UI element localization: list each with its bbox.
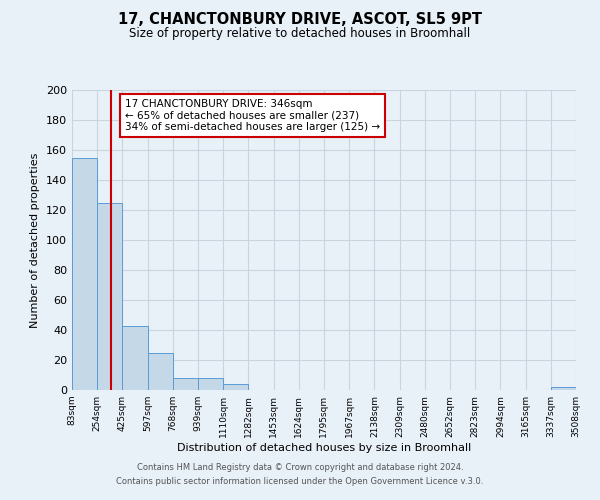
Bar (97, 202, 122, 390)
Text: 17, CHANCTONBURY DRIVE, ASCOT, SL5 9PT: 17, CHANCTONBURY DRIVE, ASCOT, SL5 9PT (118, 12, 482, 28)
Bar (198, 378, 223, 390)
Bar (551, 387, 576, 390)
Y-axis label: Number of detached properties: Number of detached properties (31, 152, 40, 328)
Bar (173, 378, 198, 390)
Text: Size of property relative to detached houses in Broomhall: Size of property relative to detached ho… (130, 28, 470, 40)
Text: Contains public sector information licensed under the Open Government Licence v.: Contains public sector information licen… (116, 477, 484, 486)
Bar (122, 326, 148, 390)
Bar (148, 352, 173, 390)
Text: Contains HM Land Registry data © Crown copyright and database right 2024.: Contains HM Land Registry data © Crown c… (137, 464, 463, 472)
Bar (223, 384, 248, 390)
X-axis label: Distribution of detached houses by size in Broomhall: Distribution of detached houses by size … (177, 442, 471, 452)
Text: 17 CHANCTONBURY DRIVE: 346sqm
← 65% of detached houses are smaller (237)
34% of : 17 CHANCTONBURY DRIVE: 346sqm ← 65% of d… (125, 99, 380, 132)
Bar (72, 158, 97, 390)
